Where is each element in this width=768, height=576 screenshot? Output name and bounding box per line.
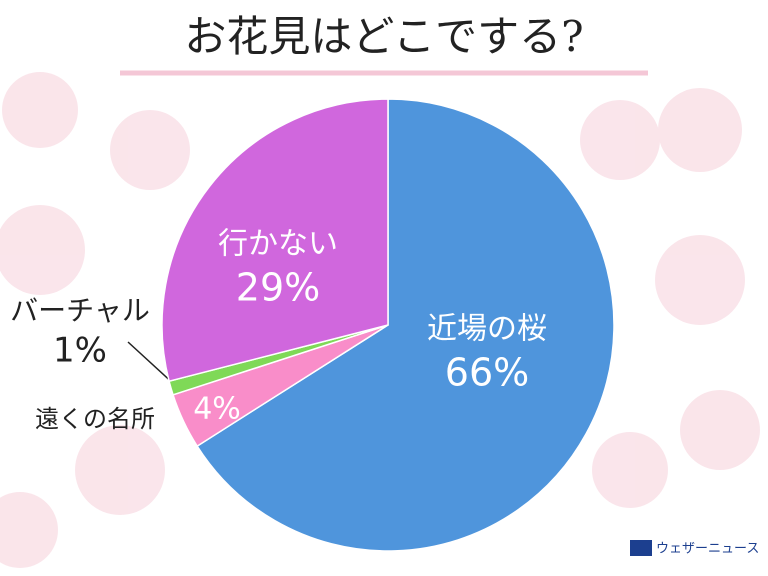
pie-slice	[161, 98, 389, 383]
slice-name: 行かない	[218, 227, 338, 262]
source: ウェザーニュース	[656, 542, 759, 557]
chart-title: お花見はどこでする?	[184, 12, 583, 61]
slice-value: 1%	[53, 331, 107, 371]
pie-slice	[196, 98, 615, 552]
logo-mark	[630, 540, 652, 556]
slice-name: 遠くの名所	[35, 405, 155, 433]
slice-value: 29%	[236, 266, 320, 310]
slice-value: 4%	[193, 392, 241, 427]
slice-name: バーチャル	[10, 294, 150, 327]
slice-value: 66%	[445, 351, 529, 395]
slice-name: 近場の桜	[427, 312, 547, 347]
background-blossoms	[0, 72, 760, 568]
